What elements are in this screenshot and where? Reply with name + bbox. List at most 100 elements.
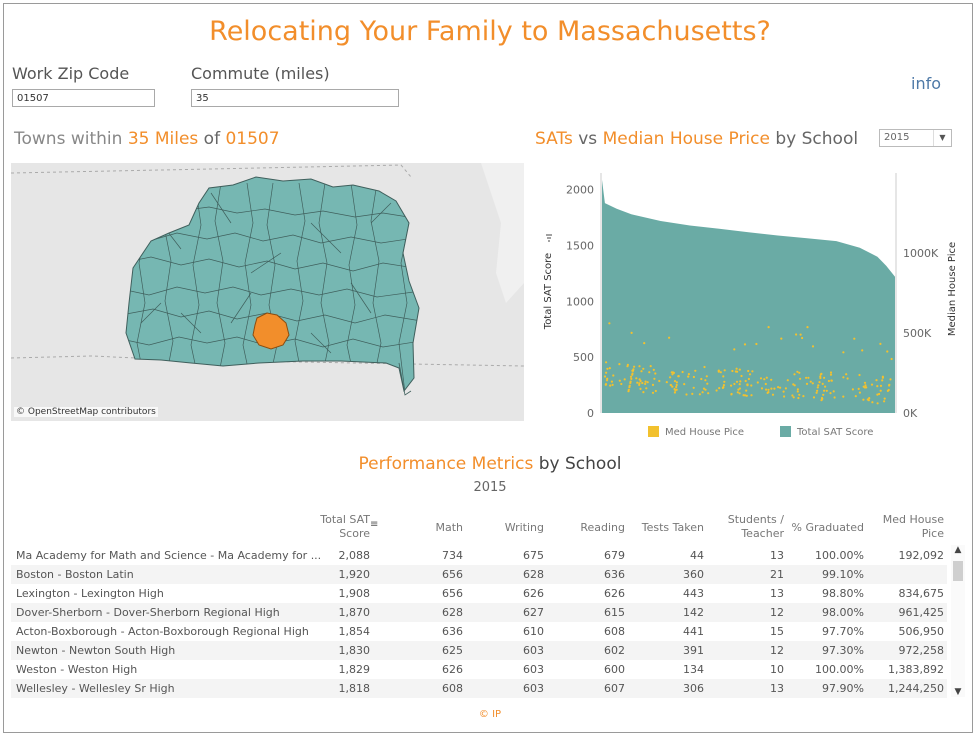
scroll-up-icon[interactable]: ▲ xyxy=(954,545,962,555)
house-price-point xyxy=(620,382,623,386)
metric-cell: 44 xyxy=(690,549,704,562)
scroll-down-icon[interactable]: ▼ xyxy=(954,687,962,697)
house-price-point xyxy=(681,370,684,374)
metric-cell: 10 xyxy=(770,663,784,676)
work-zip-input[interactable]: 01507 xyxy=(12,89,155,107)
metric-cell: 1,870 xyxy=(338,606,371,619)
house-price-point xyxy=(756,381,759,384)
scroll-thumb[interactable] xyxy=(953,561,963,581)
col-header-sat[interactable]: Total SAT Score xyxy=(300,513,370,541)
house-price-point xyxy=(603,375,607,378)
house-price-point xyxy=(632,368,635,371)
col-header-spt[interactable]: Students / Teacher xyxy=(712,513,784,541)
house-price-point xyxy=(846,377,849,380)
metric-cell: 98.00% xyxy=(822,606,864,619)
col-header-math[interactable]: Math xyxy=(435,521,463,534)
sort-icon[interactable]: ≡ xyxy=(370,519,379,530)
house-price-point xyxy=(809,380,812,383)
legend-sat[interactable]: Total SAT Score xyxy=(780,426,873,438)
house-price-point xyxy=(823,389,826,392)
house-price-point xyxy=(818,381,821,384)
col-header-grad[interactable]: % Graduated xyxy=(791,521,865,534)
house-price-point xyxy=(642,367,645,370)
info-link[interactable]: info xyxy=(911,74,942,93)
house-price-point xyxy=(675,383,678,387)
table-row[interactable]: Weston - Weston High 1,829 626 603 600 134 10 1… xyxy=(11,660,947,679)
house-price-point xyxy=(796,388,799,391)
house-price-point xyxy=(605,379,609,382)
house-price-point xyxy=(793,373,796,376)
house-price-point xyxy=(807,376,810,379)
house-price-point xyxy=(747,377,750,381)
metric-cell: 834,675 xyxy=(898,587,945,600)
house-price-point xyxy=(706,382,709,385)
house-price-point xyxy=(629,380,632,383)
house-price-point xyxy=(759,377,763,380)
house-price-point xyxy=(606,367,609,370)
table-row[interactable]: Wellesley - Wellesley Sr High 1,818 608 603… xyxy=(11,679,947,698)
sat-house-chart[interactable]: 0 500 1000 1500 2000 0K 500K 1000K Total SAT Sco… xyxy=(531,161,970,423)
metric-cell: 602 xyxy=(604,644,625,657)
table-row[interactable]: Lexington - Lexington High 1,908 656 626 626… xyxy=(11,584,947,603)
metric-cell: 21 xyxy=(770,568,784,581)
house-price-point xyxy=(643,342,646,345)
col-header-house-l2: Pice xyxy=(921,527,944,540)
house-price-point xyxy=(731,369,734,373)
house-price-point xyxy=(833,396,836,399)
table-row[interactable]: Acton-Boxborough - Acton-Boxborough Regi… xyxy=(11,622,947,641)
house-price-point xyxy=(816,389,819,392)
table-row[interactable]: Dover-Sherborn - Dover-Sherborn Regional… xyxy=(11,603,947,622)
school-name-cell: Newton - Newton South High xyxy=(16,644,176,657)
chevron-down-icon[interactable]: ▼ xyxy=(933,130,951,146)
commute-input[interactable]: 35 xyxy=(191,89,399,107)
year-select[interactable]: 2015 ▼ xyxy=(879,129,952,147)
house-price-point xyxy=(743,343,747,346)
map-heading-zip: 01507 xyxy=(225,129,280,149)
house-price-point xyxy=(745,389,748,392)
left-tick-label: 1000 xyxy=(566,295,594,308)
house-price-point xyxy=(604,383,608,386)
table-row[interactable]: Ma Academy for Math and Science - Ma Aca… xyxy=(11,546,947,565)
house-price-point xyxy=(890,357,893,361)
house-price-point xyxy=(784,387,787,390)
house-price-point xyxy=(829,373,833,376)
house-price-point xyxy=(669,383,672,387)
house-price-point xyxy=(783,395,786,398)
metric-cell: 610 xyxy=(523,625,544,638)
col-header-taken[interactable]: Tests Taken xyxy=(641,521,704,534)
house-price-point xyxy=(654,389,657,393)
house-price-point xyxy=(639,387,642,390)
metric-cell: 627 xyxy=(523,606,544,619)
year-select-value: 2015 xyxy=(884,132,910,143)
scatter-heading-sats: SATs xyxy=(535,129,573,149)
table-row[interactable]: Newton - Newton South High 1,830 625 603 602… xyxy=(11,641,947,660)
metric-cell: 1,244,250 xyxy=(888,682,944,695)
metric-cell: 13 xyxy=(770,549,784,562)
col-header-reading[interactable]: Reading xyxy=(580,521,625,534)
legend-house[interactable]: Med House Pice xyxy=(648,426,744,438)
house-price-point xyxy=(770,387,773,390)
legend-sat-swatch xyxy=(780,426,791,437)
house-price-point xyxy=(801,336,804,340)
metric-cell: 97.30% xyxy=(822,644,864,657)
house-price-point xyxy=(703,365,706,369)
metric-cell: 1,830 xyxy=(338,644,371,657)
metric-cell: 972,258 xyxy=(898,644,945,657)
table-scrollbar[interactable]: ▲ ▼ xyxy=(951,545,965,697)
house-price-point xyxy=(704,388,707,391)
metric-cell: 628 xyxy=(523,568,544,581)
towns-map[interactable]: © OpenStreetMap contributors xyxy=(11,163,524,421)
house-price-point xyxy=(767,388,770,391)
col-header-writing[interactable]: Writing xyxy=(504,521,544,534)
col-header-house[interactable]: Med House Pice xyxy=(870,513,944,541)
table-row[interactable]: Boston - Boston Latin 1,920 656 628 636 360 21… xyxy=(11,565,947,584)
metric-cell: 13 xyxy=(770,682,784,695)
house-price-point xyxy=(819,375,822,378)
house-price-point xyxy=(629,375,633,378)
house-price-point xyxy=(858,373,861,377)
house-price-point xyxy=(638,382,641,385)
house-price-point xyxy=(857,387,860,390)
house-price-point xyxy=(767,326,770,329)
left-axis-title: Total SAT Score xyxy=(543,253,554,330)
metric-cell: 2,088 xyxy=(338,549,371,562)
